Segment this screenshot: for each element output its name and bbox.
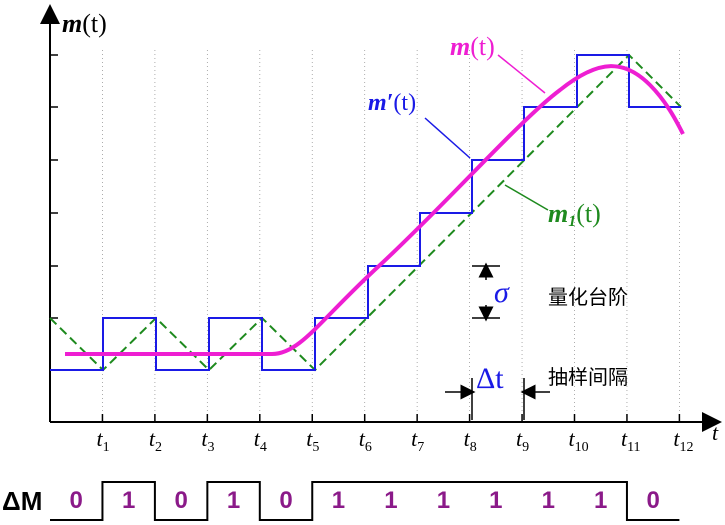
bit-waveform	[50, 481, 680, 521]
bits-label: ΔM	[2, 486, 42, 516]
tick-subscript: 10	[575, 440, 589, 455]
tick-label: t10	[569, 426, 589, 455]
tick-label: t4	[254, 426, 267, 455]
staircase	[50, 54, 681, 371]
tick-symbol: t	[621, 426, 628, 451]
bit: 1	[122, 487, 135, 514]
tick-symbol: t	[673, 426, 680, 451]
tick-label: t6	[359, 426, 372, 455]
bit-stream: 0 1 0 1 0 1 1 1 1 1 1 0	[50, 481, 680, 521]
tick-label: t7	[411, 426, 424, 455]
bit: 1	[384, 487, 397, 514]
interval-marker	[445, 378, 550, 420]
tick-label: t11	[621, 426, 641, 455]
tick-label: t8	[464, 426, 477, 455]
tick-subscript: 12	[680, 440, 694, 455]
tick-subscript: 2	[155, 440, 162, 455]
tick-symbol: t	[96, 426, 103, 451]
tick-subscript: 4	[260, 440, 267, 455]
tick-symbol: t	[516, 426, 523, 451]
tick-symbol: t	[149, 426, 156, 451]
interval-symbol: Δt	[476, 362, 504, 395]
tick-symbol: t	[464, 426, 471, 451]
leader	[504, 184, 549, 211]
bit: 0	[279, 487, 292, 514]
x-axis-label: t	[712, 420, 719, 445]
bit: 1	[594, 487, 607, 514]
tick-label: t5	[306, 426, 319, 455]
tick-subscript: 7	[417, 440, 424, 455]
tick-label: t9	[516, 426, 529, 455]
bit: 1	[542, 487, 555, 514]
triangle-wave	[49, 53, 682, 372]
bit: 0	[70, 487, 83, 514]
bit: 0	[646, 487, 659, 514]
tick-symbol: t	[201, 426, 208, 451]
tick-symbol: t	[359, 426, 366, 451]
interval-label: 抽样间隔	[548, 365, 628, 389]
tick-symbol: t	[306, 426, 313, 451]
bit: 1	[332, 487, 345, 514]
tick-subscript: 6	[365, 440, 372, 455]
tick-label: t3	[201, 426, 214, 455]
step-bracket	[472, 262, 500, 322]
bit: 1	[437, 487, 450, 514]
tick-label: t2	[149, 426, 162, 455]
tick-subscript: 9	[522, 440, 529, 455]
tick-subscript: 3	[207, 440, 214, 455]
signal-label: m(t)	[450, 32, 495, 61]
y-axis-label: m(t)	[62, 9, 107, 38]
leader	[497, 54, 546, 94]
tick-label: t1	[96, 426, 109, 455]
bit: 1	[227, 487, 240, 514]
triangle-label: m1(t)	[548, 199, 601, 230]
leader	[424, 117, 471, 159]
tick-subscript: 8	[470, 440, 477, 455]
tick-symbol: t	[569, 426, 576, 451]
step-symbol: σ	[494, 276, 510, 309]
tick-symbol: t	[254, 426, 261, 451]
tick-subscript: 5	[312, 440, 319, 455]
tick-symbol: t	[411, 426, 418, 451]
tick-subscript: 11	[627, 440, 640, 455]
ticks: t1 t2 t3 t4 t5 t6 t7 t8 t9 t10 t11 t12	[96, 50, 694, 455]
staircase-label: m′(t)	[368, 90, 416, 116]
bit: 0	[174, 487, 187, 514]
step-label: 量化台阶	[548, 285, 628, 309]
bit: 1	[489, 487, 502, 514]
tick-label: t12	[673, 426, 693, 455]
signal	[65, 64, 685, 356]
tick-subscript: 1	[103, 440, 110, 455]
